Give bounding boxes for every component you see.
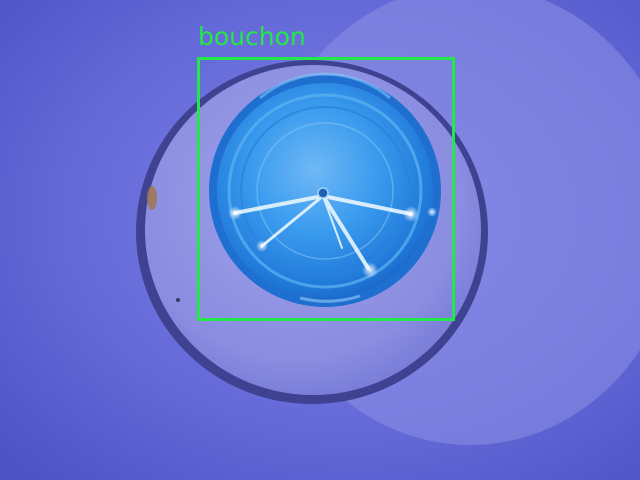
cap-reflections [233,194,413,270]
dust-speck [176,298,180,302]
cap-ridge-2 [240,106,410,276]
cap-center-dimple [317,187,329,199]
cap-ridge-1 [227,93,423,289]
detection-label: bouchon [198,22,306,51]
rust-spot [147,186,157,210]
detection-bounding-box [197,57,455,321]
cap-ridge-3 [256,122,394,260]
